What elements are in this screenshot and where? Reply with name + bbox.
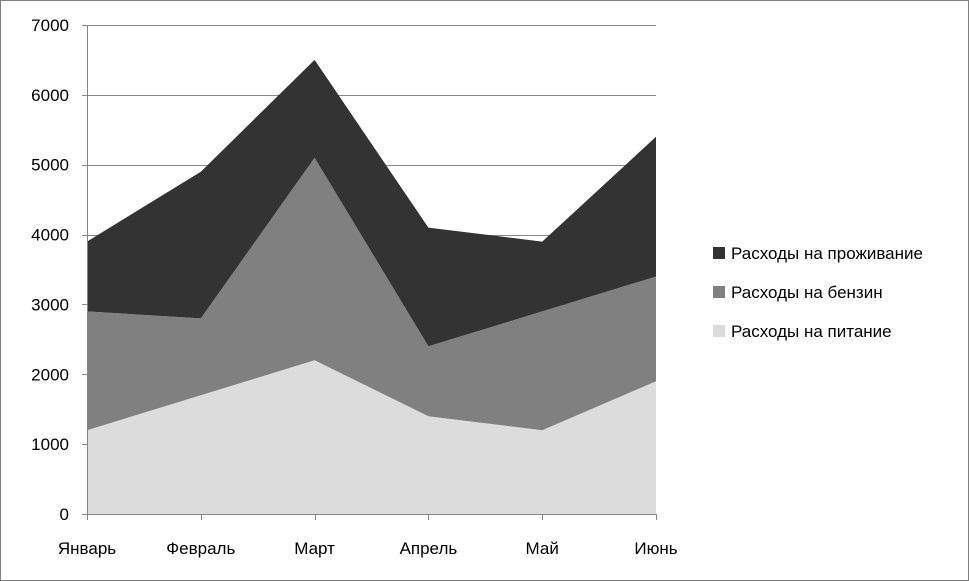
y-tick-label: 2000	[31, 365, 69, 384]
area-series-2	[87, 157, 656, 431]
x-tick-label: Февраль	[166, 539, 235, 558]
legend-swatch	[713, 247, 725, 259]
area-series-3	[87, 59, 656, 347]
x-tick-label: Июнь	[634, 539, 677, 558]
legend-swatch	[713, 286, 725, 298]
y-tick-label: 6000	[31, 86, 69, 105]
y-tick-label: 5000	[31, 156, 69, 175]
y-tick-labels: 0 1000 2000 3000 4000 5000 6000 7000	[31, 16, 69, 524]
y-tick-label: 0	[60, 505, 69, 524]
y-tick-label: 3000	[31, 295, 69, 314]
legend-swatch	[713, 325, 725, 337]
legend-label: Расходы на проживание	[731, 244, 923, 263]
y-tick-label: 4000	[31, 226, 69, 245]
x-tick-label: Май	[526, 539, 559, 558]
x-tick-label: Апрель	[400, 539, 458, 558]
x-tick-labels: Январь Февраль Март Апрель Май Июнь	[58, 539, 678, 558]
legend: Расходы на проживание Расходы на бензин Ра…	[713, 244, 923, 341]
legend-label: Расходы на бензин	[731, 283, 883, 302]
legend-label: Расходы на питание	[731, 322, 892, 341]
y-tick-label: 7000	[31, 16, 69, 35]
y-tick-label: 1000	[31, 435, 69, 454]
area-series-1	[87, 360, 656, 514]
area-series-group	[87, 59, 656, 514]
axes	[82, 25, 657, 520]
x-tick-label: Январь	[58, 539, 116, 558]
x-tick-label: Март	[294, 539, 335, 558]
